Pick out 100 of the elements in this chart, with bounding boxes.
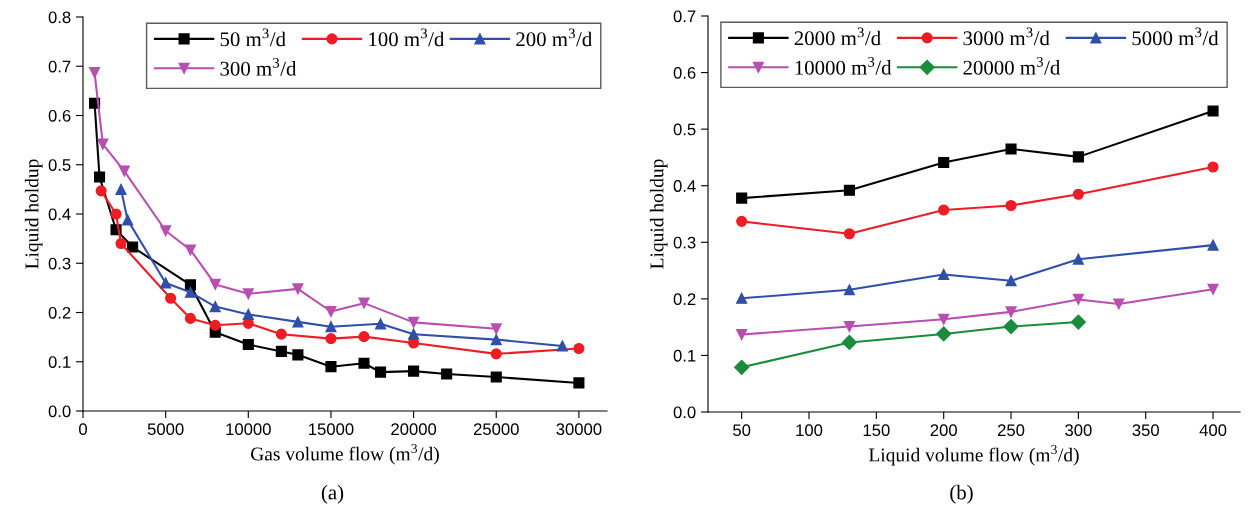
- y-axis-title: Liquid holdup: [649, 159, 668, 269]
- y-tick-label: 0.5: [48, 159, 71, 171]
- x-tick-label: 50: [733, 424, 751, 437]
- point: [115, 183, 127, 195]
- point: [938, 268, 950, 281]
- y-axis-title: Liquid holdup: [24, 159, 43, 269]
- y-tick-label: 0.5: [673, 123, 696, 136]
- point: [275, 345, 287, 357]
- point: [242, 288, 254, 300]
- point: [1005, 143, 1017, 155]
- point: [1207, 239, 1219, 251]
- point: [490, 323, 502, 335]
- point: [938, 156, 950, 169]
- point: [408, 316, 420, 328]
- point: [734, 359, 750, 375]
- point: [358, 357, 370, 369]
- point: [936, 326, 952, 342]
- point: [292, 316, 304, 328]
- point: [209, 301, 221, 313]
- point: [122, 214, 134, 226]
- y-tick-label: 0.3: [48, 257, 71, 270]
- x-tick-label: 150: [863, 424, 890, 437]
- y-tick-label: 0.2: [673, 293, 696, 306]
- legend-label: 100 m$^{3}$/d: [369, 28, 445, 47]
- y-tick-label: 0.4: [673, 180, 696, 192]
- point: [115, 237, 127, 250]
- point: [1003, 319, 1019, 335]
- point: [1072, 253, 1084, 265]
- point: [97, 138, 109, 150]
- point: [118, 165, 130, 177]
- point: [358, 297, 370, 309]
- point: [374, 318, 387, 330]
- point: [736, 215, 748, 227]
- point: [1005, 306, 1017, 318]
- point: [573, 377, 585, 389]
- point: [165, 292, 177, 304]
- point: [325, 321, 337, 333]
- point: [843, 321, 855, 333]
- x-tick-label: 10000: [226, 423, 271, 436]
- point: [408, 328, 420, 340]
- point: [441, 368, 453, 380]
- point: [184, 286, 197, 298]
- point: [841, 334, 857, 350]
- point: [325, 361, 337, 373]
- point: [843, 228, 855, 240]
- x-tick-label: 100: [796, 424, 823, 437]
- point: [408, 365, 420, 377]
- point: [374, 366, 387, 378]
- x-tick-label: 5000: [147, 423, 184, 436]
- point: [275, 328, 287, 340]
- legend-label: 300 m$^{3}$/d: [220, 57, 297, 76]
- y-tick-label: 0.0: [673, 406, 696, 419]
- point: [1072, 293, 1084, 305]
- point: [1070, 314, 1086, 330]
- x-axis-title: Liquid volume flow (m$^{3}$/d): [868, 444, 1079, 466]
- legend-label: 3000 m$^{3}$/d: [963, 27, 1050, 46]
- legend-label: 2000 m$^{3}$/d: [794, 27, 881, 46]
- y-tick-label: 0.7: [673, 10, 696, 23]
- point: [184, 244, 197, 256]
- x-tick-label: 30000: [556, 423, 602, 436]
- point: [490, 348, 502, 360]
- point: [1005, 275, 1017, 287]
- point: [1207, 105, 1219, 117]
- legend-label: 20000 m$^{3}$/d: [963, 56, 1061, 75]
- x-axis-title: Gas volume flow (m$^{3}$/d): [251, 443, 439, 465]
- point: [127, 241, 139, 253]
- point: [556, 340, 568, 352]
- text: (b): [950, 484, 973, 504]
- legend-label: 50 m$^{3}$/d: [220, 28, 286, 47]
- x-tick-label: 350: [1132, 424, 1159, 437]
- point: [209, 278, 221, 290]
- point: [242, 338, 254, 351]
- y-tick-label: 0.6: [673, 66, 696, 79]
- y-tick-label: 0.1: [673, 349, 696, 362]
- point: [209, 319, 221, 331]
- x-tick-label: 200: [930, 424, 957, 437]
- y-tick-label: 0.0: [48, 405, 71, 418]
- point: [110, 208, 122, 220]
- point: [89, 67, 101, 79]
- y-tick-label: 0.2: [48, 306, 71, 319]
- point: [292, 349, 304, 361]
- point: [93, 171, 106, 183]
- x-tick-label: 20000: [391, 423, 437, 436]
- point: [184, 279, 197, 291]
- point: [1005, 199, 1017, 212]
- legend-label: 200 m$^{3}$/d: [516, 28, 593, 47]
- point: [490, 371, 502, 383]
- y-tick-label: 0.4: [48, 208, 71, 221]
- point: [736, 328, 748, 341]
- point: [358, 331, 370, 343]
- point: [1207, 283, 1219, 295]
- point: [1072, 188, 1084, 200]
- point: [736, 292, 748, 304]
- x-tick-label: 400: [1199, 424, 1227, 437]
- y-tick-label: 0.6: [48, 109, 71, 122]
- point: [160, 277, 172, 289]
- point: [184, 312, 197, 324]
- y-tick-label: 0.3: [673, 236, 696, 249]
- point: [325, 333, 337, 345]
- point: [1207, 161, 1219, 173]
